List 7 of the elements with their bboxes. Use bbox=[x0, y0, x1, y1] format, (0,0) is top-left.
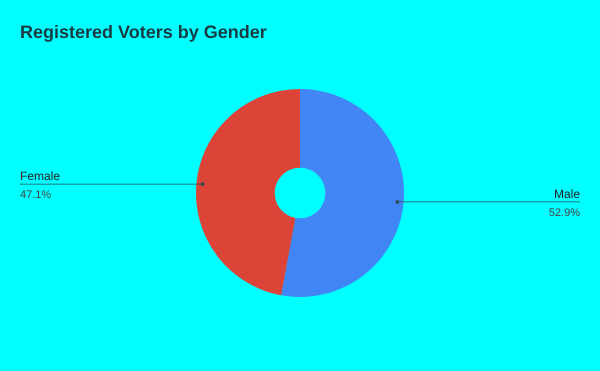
donut-slice bbox=[281, 89, 404, 297]
chart-title: Registered Voters by Gender bbox=[20, 22, 267, 42]
data-label: 52.9% bbox=[548, 206, 580, 219]
data-label: 47.1% bbox=[20, 189, 52, 202]
slice-label: Female bbox=[20, 169, 60, 184]
donut-slice bbox=[196, 89, 300, 296]
slice-label: Male bbox=[554, 186, 580, 201]
